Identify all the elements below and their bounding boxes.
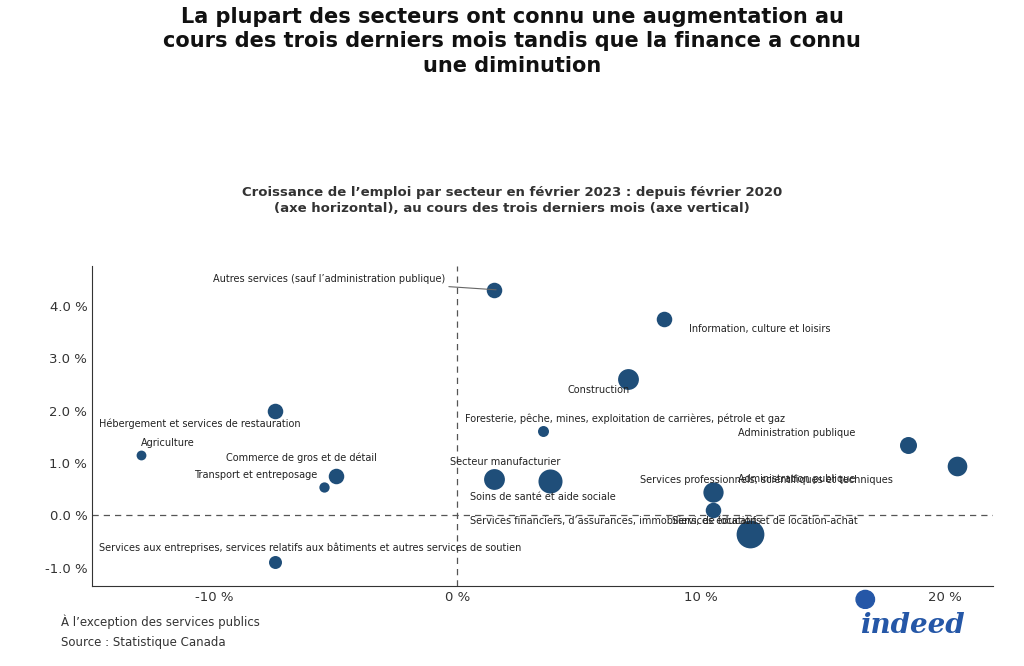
Text: À l’exception des services publics: À l’exception des services publics	[61, 615, 260, 629]
Point	[542, 476, 558, 487]
Text: Information, culture et loisirs: Information, culture et loisirs	[689, 324, 830, 334]
Text: Croissance de l’emploi par secteur en février 2023 : depuis février 2020
(axe ho: Croissance de l’emploi par secteur en fé…	[242, 186, 782, 216]
Point	[705, 505, 721, 515]
Text: Transport et entreposage: Transport et entreposage	[195, 470, 317, 480]
Text: Autres services (sauf l’administration publique): Autres services (sauf l’administration p…	[213, 274, 496, 290]
Text: Services financiers, d’assurances, immobiliers, de location et de location-achat: Services financiers, d’assurances, immob…	[470, 515, 857, 526]
Text: Construction: Construction	[567, 386, 630, 396]
Point	[315, 481, 332, 492]
Text: Soins de santé et aide sociale: Soins de santé et aide sociale	[470, 492, 615, 502]
Point	[266, 405, 283, 416]
Text: Services aux entreprises, services relatifs aux bâtiments et autres services de : Services aux entreprises, services relat…	[99, 543, 522, 553]
Text: indeed: indeed	[860, 612, 965, 639]
Text: Agriculture: Agriculture	[141, 438, 195, 448]
Text: Services éducatifs: Services éducatifs	[672, 516, 761, 526]
Point	[535, 426, 551, 437]
Point	[485, 284, 502, 295]
Point	[948, 460, 965, 471]
Text: La plupart des secteurs ont connu une augmentation au
cours des trois derniers m: La plupart des secteurs ont connu une au…	[163, 7, 861, 77]
Text: Commerce de gros et de détail: Commerce de gros et de détail	[226, 452, 377, 463]
Text: Services professionnels, scientifiques et techniques: Services professionnels, scientifiques e…	[640, 475, 893, 485]
Point	[266, 557, 283, 568]
Point	[485, 474, 502, 484]
Text: Secteur manufacturier: Secteur manufacturier	[451, 457, 560, 467]
Text: Source : Statistique Canada: Source : Statistique Canada	[61, 636, 226, 649]
Text: Foresterie, pêche, mines, exploitation de carrières, pétrole et gaz: Foresterie, pêche, mines, exploitation d…	[465, 413, 784, 424]
Point	[328, 471, 344, 482]
Circle shape	[856, 590, 874, 609]
Text: Administration publique: Administration publique	[737, 428, 855, 438]
Point	[620, 374, 636, 384]
Point	[133, 450, 150, 460]
Text: Hébergement et services de restauration: Hébergement et services de restauration	[99, 418, 301, 429]
Text: Administration publique: Administration publique	[737, 474, 855, 484]
Point	[900, 440, 916, 450]
Point	[741, 528, 758, 539]
Point	[656, 314, 673, 324]
Point	[705, 486, 721, 497]
